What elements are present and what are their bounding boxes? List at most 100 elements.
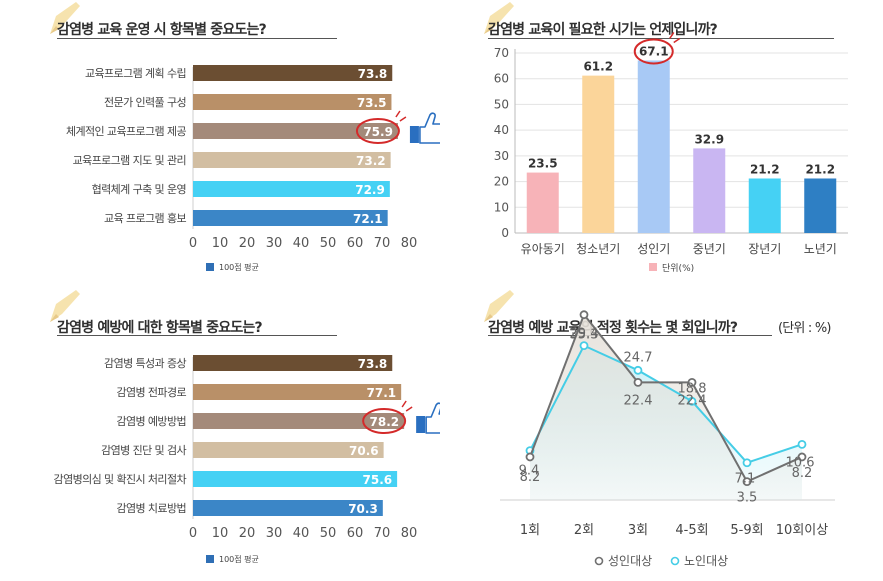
bar-value-label: 73.8 bbox=[358, 67, 388, 81]
category-label: 감염병의심 및 확진시 처리절차 bbox=[54, 473, 187, 486]
legend-label-senior: 노인대상 bbox=[684, 554, 728, 568]
x-tick-label: 청소년기 bbox=[576, 242, 620, 256]
bar-value-label: 75.6 bbox=[363, 473, 393, 487]
data-point bbox=[633, 378, 643, 387]
thumbs-up-icon bbox=[416, 402, 440, 434]
bar-value-label: 61.2 bbox=[583, 60, 613, 74]
x-tick-label: 3회 bbox=[628, 523, 648, 538]
thumb-hand bbox=[425, 402, 440, 434]
category-label: 교육프로그램 지도 및 관리 bbox=[73, 154, 186, 167]
x-tick-label: 2회 bbox=[574, 523, 594, 538]
unit-note: (단위 : %) bbox=[778, 321, 831, 336]
pencil-icon bbox=[484, 290, 514, 322]
y-tick-label: 70 bbox=[494, 46, 509, 60]
bar bbox=[193, 65, 393, 81]
data-point bbox=[687, 396, 697, 406]
data-point bbox=[633, 365, 643, 375]
pencil-icon bbox=[50, 2, 80, 34]
x-tick-label: 10회이상 bbox=[776, 523, 828, 538]
bar-value-label: 78.2 bbox=[370, 415, 400, 429]
bar bbox=[193, 384, 402, 400]
bar bbox=[193, 123, 398, 139]
y-tick-label: 10 bbox=[494, 200, 509, 214]
bar bbox=[193, 152, 391, 168]
x-tick-label: 50 bbox=[320, 236, 337, 251]
x-tick-label: 80 bbox=[401, 526, 418, 541]
x-tick-label: 5-9회 bbox=[730, 523, 763, 538]
bar-value-label: 73.8 bbox=[358, 357, 388, 371]
bar-value-label: 70.6 bbox=[349, 444, 379, 458]
highlight-circle bbox=[362, 408, 407, 434]
bar bbox=[193, 500, 383, 516]
bar bbox=[637, 60, 670, 234]
x-tick-label: 유아동기 bbox=[521, 242, 565, 256]
x-tick-label: 10 bbox=[212, 236, 229, 251]
data-point bbox=[797, 439, 807, 449]
thumb-cuff bbox=[416, 416, 426, 433]
chart-title: 감염병 교육 운영 시 항목별 중요도는? bbox=[57, 22, 267, 38]
legend-swatch bbox=[206, 555, 214, 563]
data-label: 9.4 bbox=[519, 464, 540, 479]
chart-title: 감염병 예방 교육의 적정 횟수는 몇 회입니까? bbox=[488, 320, 738, 336]
x-tick-label: 0 bbox=[189, 526, 197, 541]
y-tick-label: 60 bbox=[494, 72, 509, 86]
data-label: 29.4 bbox=[570, 327, 599, 342]
bar bbox=[193, 94, 392, 110]
legend-marker-adult bbox=[594, 556, 604, 566]
bar-value-label: 73.2 bbox=[356, 154, 386, 168]
chart-panel-1: 감염병 교육 운영 시 항목별 중요도는? 교육프로그램 계획 수립 73.8 전문… bbox=[0, 0, 440, 290]
data-label: 3.5 bbox=[737, 491, 758, 506]
bar-value-label: 73.5 bbox=[357, 96, 387, 110]
category-label: 교육 프로그램 홍보 bbox=[104, 211, 186, 225]
x-tick-label: 1회 bbox=[520, 523, 540, 538]
x-tick-label: 40 bbox=[293, 236, 310, 251]
data-point bbox=[742, 477, 752, 487]
bar bbox=[804, 178, 837, 233]
bar-value-label: 70.3 bbox=[348, 502, 378, 516]
y-tick-label: 30 bbox=[494, 149, 509, 163]
series-line-senior bbox=[529, 344, 803, 464]
bar-value-label: 21.2 bbox=[750, 162, 780, 176]
data-label: 7.1 bbox=[735, 472, 756, 487]
chart-4: 8.235.322.4 22.43.58.29.429.424.718.87.11… bbox=[500, 310, 835, 568]
highlight-mark bbox=[669, 32, 681, 44]
x-tick-label: 장년기 bbox=[748, 242, 781, 256]
thumb-hand bbox=[419, 112, 440, 144]
bar bbox=[193, 442, 384, 458]
x-tick-label: 50 bbox=[320, 526, 337, 541]
bar-value-label: 72.9 bbox=[355, 183, 385, 197]
data-label: 24.7 bbox=[624, 350, 653, 365]
x-tick-label: 중년기 bbox=[693, 242, 726, 256]
chart-panel-3: 감염병 예방에 대한 항목별 중요도는? 감염병 특성과 증상 73.8 감염병 전… bbox=[0, 290, 440, 581]
x-tick-label: 성인기 bbox=[637, 242, 670, 256]
legend-label: 100점 평균 bbox=[219, 262, 259, 272]
chart-1: 교육프로그램 계획 수립 73.8 전문가 인력풀 구성 73.5 체계적인 교육프로그… bbox=[66, 65, 440, 272]
x-tick-label: 20 bbox=[239, 236, 256, 251]
bar-value-label: 75.9 bbox=[363, 125, 393, 139]
x-tick-label: 40 bbox=[293, 526, 310, 541]
bar-value-label: 72.1 bbox=[353, 212, 383, 226]
legend-swatch bbox=[206, 263, 214, 271]
x-tick-label: 70 bbox=[374, 236, 391, 251]
category-label: 전문가 인력풀 구성 bbox=[104, 96, 186, 109]
x-tick-label: 30 bbox=[266, 526, 283, 541]
chart-title: 감염병 교육이 필요한 시기는 언제입니까? bbox=[488, 22, 718, 38]
data-label: 8.2 bbox=[520, 470, 541, 485]
x-tick-label: 20 bbox=[239, 526, 256, 541]
bar bbox=[193, 471, 398, 487]
chart-2: 0 10 20 30 40 50 60 70 23.5 유아동기 61.2 청소년기 67.1 성인기 32… bbox=[494, 32, 848, 274]
data-point bbox=[525, 452, 535, 462]
title-underline bbox=[57, 38, 337, 39]
chart-3: 감염병 특성과 증상 73.8 감염병 전파경로 77.1 감염병 예방방법 78.2 감염… bbox=[54, 355, 440, 564]
category-label: 감염병 진단 및 검사 bbox=[101, 444, 186, 457]
title-underline bbox=[488, 335, 772, 336]
data-point bbox=[579, 310, 589, 320]
category-label: 감염병 예방방법 bbox=[116, 415, 186, 428]
category-label: 감염병 치료방법 bbox=[116, 502, 186, 515]
legend-label: 단위(%) bbox=[662, 263, 694, 274]
x-tick-label: 0 bbox=[189, 236, 197, 251]
legend-label: 100점 평균 bbox=[219, 554, 259, 564]
highlight-circle bbox=[355, 118, 400, 144]
bar bbox=[193, 413, 405, 429]
title-underline bbox=[488, 38, 834, 39]
